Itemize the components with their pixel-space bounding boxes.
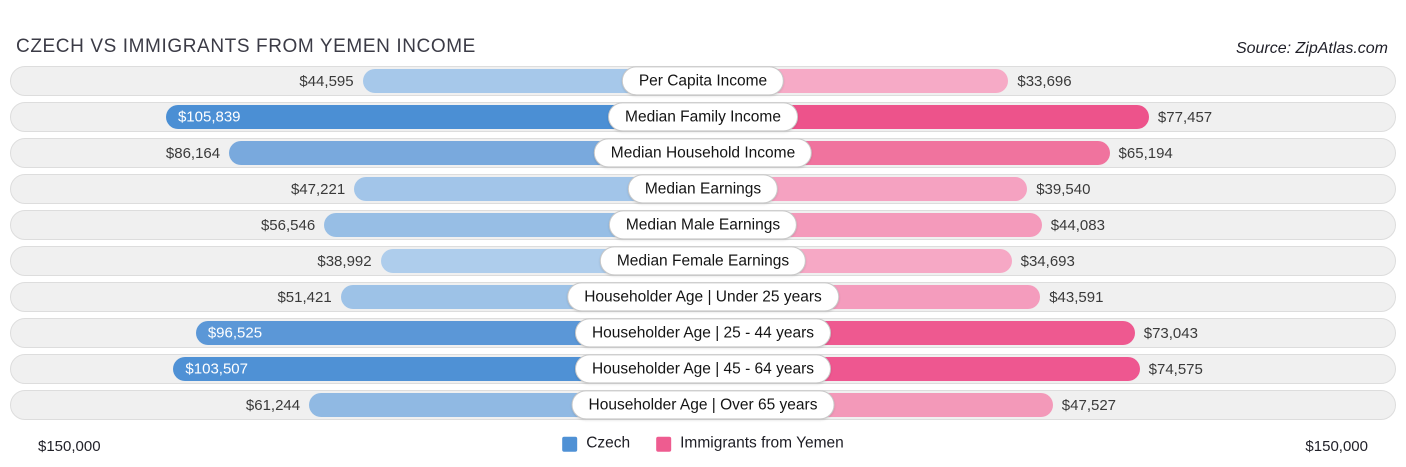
category-label: Householder Age | 25 - 44 years <box>574 318 832 348</box>
category-label: Median Female Earnings <box>599 246 807 276</box>
czech-value-label: $47,221 <box>290 180 346 198</box>
left-axis-max-label: $150,000 <box>38 437 101 455</box>
czech-value-label: $86,164 <box>165 144 221 162</box>
chart-row: $61,244 $47,527 Householder Age | Over 65 … <box>10 390 1396 420</box>
czech-value-label: $105,839 <box>177 108 241 126</box>
czech-half: $47,221 <box>11 175 703 203</box>
legend-label: Immigrants from Yemen <box>680 434 844 452</box>
czech-half: $105,839 <box>11 103 703 131</box>
chart-legend: Czech Immigrants from Yemen <box>562 435 844 453</box>
yemen-half: $39,540 <box>703 175 1395 203</box>
category-label: Householder Age | Under 25 years <box>567 282 839 312</box>
czech-value-label: $56,546 <box>260 216 316 234</box>
czech-value-label: $44,595 <box>299 72 354 90</box>
yemen-value-label: $43,591 <box>1049 288 1104 306</box>
czech-value-label: $38,992 <box>317 252 372 270</box>
right-axis-max-label: $150,000 <box>1305 437 1368 455</box>
yemen-value-label: $33,696 <box>1017 72 1072 90</box>
chart-row: $51,421 $43,591 Householder Age | Under 25… <box>10 282 1396 312</box>
chart-footer: $150,000 Czech Immigrants from Yemen $150… <box>0 426 1406 460</box>
chart-row: $86,164 $65,194 Median Household Income <box>10 138 1396 168</box>
chart-row: $96,525 $73,043 Householder Age | 25 - 44 … <box>10 318 1396 348</box>
legend-item: Immigrants from Yemen <box>656 435 844 453</box>
yemen-value-label: $39,540 <box>1036 180 1091 198</box>
source-attribution: Source: ZipAtlas.com <box>1235 40 1388 57</box>
yemen-value-label: $44,083 <box>1050 216 1105 234</box>
chart-title: CZECH VS IMMIGRANTS FROM YEMEN INCOME <box>16 36 476 57</box>
category-label: Per Capita Income <box>621 66 785 96</box>
yemen-value-label: $34,693 <box>1020 252 1075 270</box>
yemen-value-label: $77,457 <box>1157 108 1213 126</box>
yemen-half: $33,696 <box>703 67 1395 95</box>
chart-row: $56,546 $44,083 Median Male Earnings <box>10 210 1396 240</box>
czech-half: $56,546 <box>11 211 703 239</box>
legend-swatch <box>562 436 578 452</box>
category-label: Median Family Income <box>608 102 798 132</box>
category-label: Median Earnings <box>627 174 779 204</box>
czech-value-label: $51,421 <box>277 288 332 306</box>
bar-chart-area: $44,595 $33,696 Per Capita Income $105,839 $… <box>0 58 1406 420</box>
chart-row: $38,992 $34,693 Median Female Earnings <box>10 246 1396 276</box>
category-label: Median Household Income <box>593 138 813 168</box>
yemen-half: $77,457 <box>703 103 1395 131</box>
chart-header: CZECH VS IMMIGRANTS FROM YEMEN INCOME So… <box>0 0 1406 58</box>
czech-value-label: $103,507 <box>185 360 248 378</box>
chart-row: $105,839 $77,457 Median Family Income <box>10 102 1396 132</box>
chart-row: $47,221 $39,540 Median Earnings <box>10 174 1396 204</box>
yemen-half: $34,693 <box>703 247 1395 275</box>
category-label: Median Male Earnings <box>608 210 798 240</box>
yemen-value-label: $74,575 <box>1148 360 1203 378</box>
yemen-value-label: $65,194 <box>1118 144 1173 162</box>
yemen-half: $44,083 <box>703 211 1395 239</box>
legend-swatch <box>656 436 672 452</box>
czech-value-label: $61,244 <box>245 396 301 414</box>
chart-row: $103,507 $74,575 Householder Age | 45 - 64… <box>10 354 1396 384</box>
yemen-value-label: $47,527 <box>1061 396 1117 414</box>
chart-row: $44,595 $33,696 Per Capita Income <box>10 66 1396 96</box>
yemen-value-label: $73,043 <box>1143 324 1198 342</box>
czech-half: $44,595 <box>11 67 703 95</box>
legend-label: Czech <box>586 434 631 452</box>
category-label: Householder Age | 45 - 64 years <box>574 354 832 384</box>
czech-value-label: $96,525 <box>207 324 263 342</box>
legend-item: Czech <box>562 435 630 453</box>
category-label: Householder Age | Over 65 years <box>571 390 835 420</box>
